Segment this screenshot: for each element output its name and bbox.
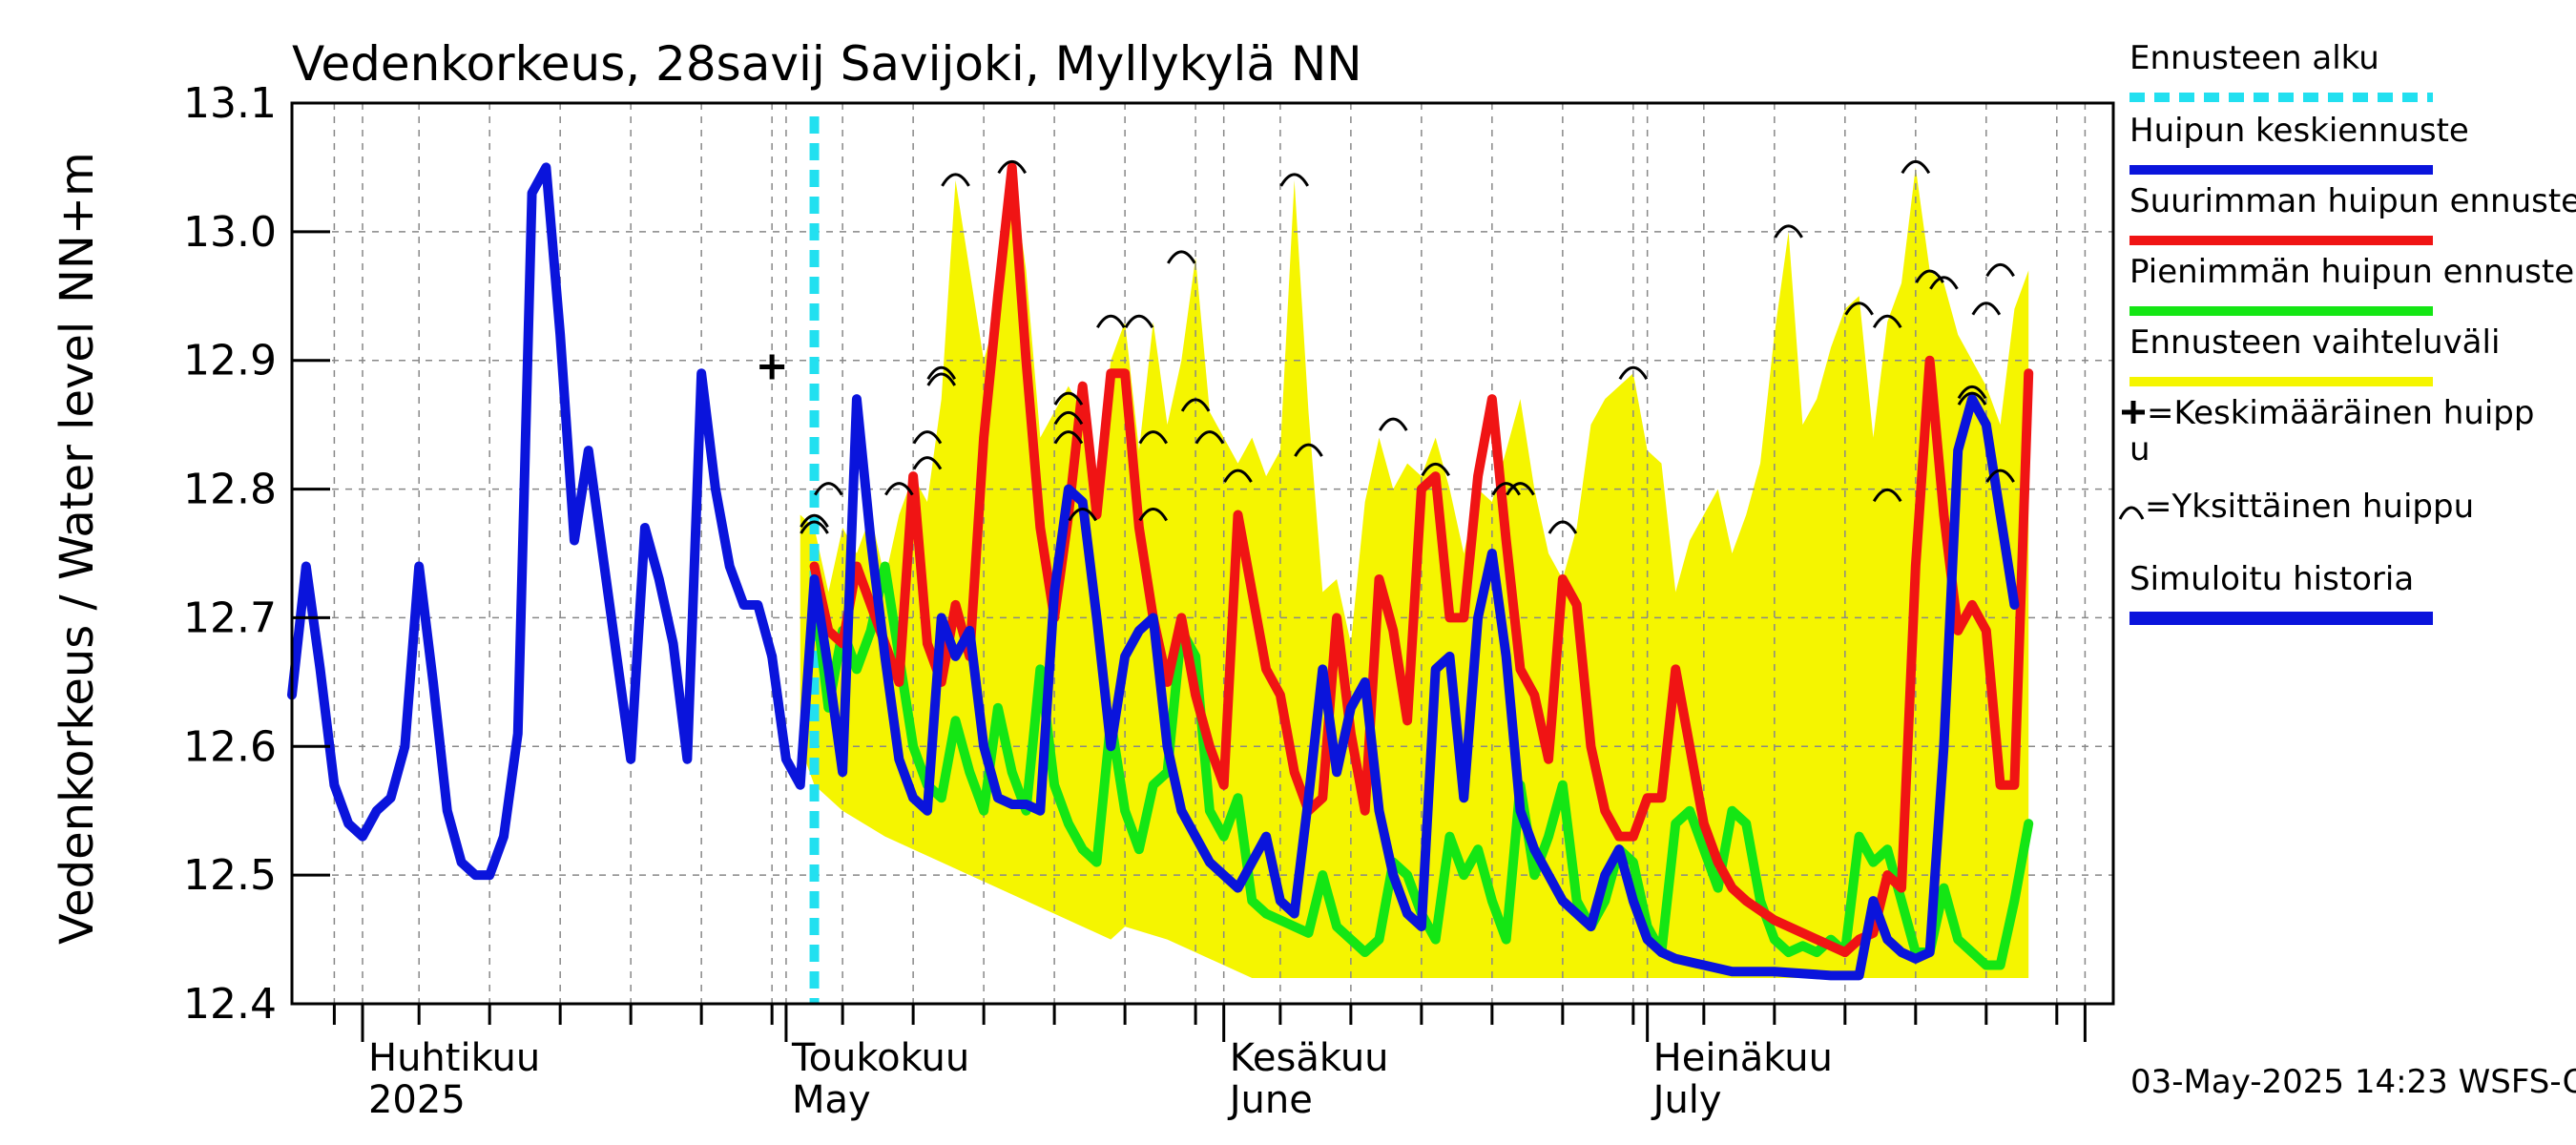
single-peak-marker xyxy=(1985,262,2015,278)
single-peak-marker xyxy=(912,456,943,470)
x-month-sublabel: June xyxy=(1227,1078,1313,1122)
y-axis-unit-label: NN+m xyxy=(51,152,104,303)
single-peak-marker xyxy=(1491,482,1521,496)
single-peak-marker xyxy=(926,372,957,386)
single-peak-marker xyxy=(1618,365,1649,380)
single-peak-marker xyxy=(1774,224,1803,239)
x-month-label: Huhtikuu xyxy=(368,1036,540,1080)
single-peak-marker xyxy=(1421,462,1450,477)
single-peak-marker xyxy=(1167,250,1196,264)
single-peak-marker xyxy=(1957,391,1987,406)
y-tick-label: 12.8 xyxy=(183,466,277,514)
single-peak-marker xyxy=(1957,385,1987,400)
legend-label: =Yksittäinen huippu xyxy=(2145,488,2474,526)
single-peak-marker xyxy=(814,482,843,496)
mean-peak-forecast-line xyxy=(767,394,2020,981)
single-peak-marker xyxy=(1068,508,1098,522)
y-tick-label: 12.7 xyxy=(183,593,277,642)
y-tick-label: 12.6 xyxy=(183,722,277,771)
single-peak-marker xyxy=(1548,520,1578,534)
mean-peak-marker xyxy=(759,354,785,380)
legend: Ennusteen alku Huipun keskiennuste Suurimm… xyxy=(2118,39,2576,625)
single-peak-marker xyxy=(1195,430,1225,445)
single-peak-marker xyxy=(1053,430,1084,445)
single-peak-marker xyxy=(1929,276,1959,290)
legend-plus-icon xyxy=(2122,401,2145,424)
single-peak-marker xyxy=(1053,410,1084,426)
legend-label: Ennusteen vaihteluväli xyxy=(2129,323,2500,362)
legend-label: Huipun keskiennuste xyxy=(2129,112,2469,150)
x-month-label: Kesäkuu xyxy=(1230,1036,1389,1080)
single-peak-marker xyxy=(1180,398,1211,412)
single-peak-marker xyxy=(884,482,914,496)
x-month-sublabel: 2025 xyxy=(368,1078,466,1122)
single-peak-marker xyxy=(1872,488,1902,503)
simulated-history-line xyxy=(287,162,778,881)
legend-label: Ennusteen alku xyxy=(2129,39,2379,77)
timestamp-label: 03-May-2025 14:23 WSFS-O xyxy=(2130,1063,2576,1101)
y-tick-label: 12.5 xyxy=(183,851,277,900)
x-month-label: Heinäkuu xyxy=(1653,1036,1833,1080)
legend-label: Pienimmän huipun ennuste xyxy=(2129,253,2574,291)
single-peak-marker xyxy=(1378,417,1408,431)
legend-label: =Keskimääräinen huipp xyxy=(2147,394,2534,432)
single-peak-marker xyxy=(1138,508,1169,522)
legend-label-continuation: u xyxy=(2129,430,2150,468)
plot-frame xyxy=(290,101,2115,1006)
legend-label: Simuloitu historia xyxy=(2129,560,2414,598)
single-peak-marker xyxy=(1223,468,1253,483)
max-peak-forecast-line xyxy=(809,162,2034,958)
series-lines xyxy=(287,116,2034,1004)
single-peak-marker xyxy=(1124,314,1154,329)
y-tick-label: 13.0 xyxy=(183,208,277,257)
single-peak-marker xyxy=(1138,430,1169,445)
single-peak-marker xyxy=(1901,159,1931,175)
single-peak-marker xyxy=(1506,482,1535,496)
legend-label: Suurimman huipun ennuste xyxy=(2129,182,2576,220)
y-tick-label: 12.9 xyxy=(183,337,277,385)
single-peak-marker xyxy=(1971,302,2002,316)
single-peak-marker xyxy=(800,513,829,529)
grid-lines xyxy=(292,102,2113,1005)
single-peak-marker xyxy=(1872,314,1902,329)
y-tick-label: 12.4 xyxy=(183,980,277,1029)
chart-title: Vedenkorkeus, 28savij Savijoki, Myllykyl… xyxy=(292,36,1362,92)
single-peak-marker xyxy=(1294,443,1323,457)
single-peak-marker xyxy=(997,159,1028,175)
single-peak-marker xyxy=(1096,314,1126,329)
x-month-sublabel: July xyxy=(1651,1078,1722,1122)
legend-arc-icon xyxy=(2118,506,2145,520)
single-peak-marker xyxy=(800,520,829,534)
single-peak-marker xyxy=(941,173,970,187)
y-tick-label: 13.1 xyxy=(183,79,277,128)
single-peak-marker xyxy=(926,365,957,380)
x-month-label: Toukokuu xyxy=(791,1036,969,1080)
single-peak-marker xyxy=(1985,468,2015,483)
single-peak-marker xyxy=(1844,302,1874,316)
single-peak-marker xyxy=(912,430,943,445)
axes: 12.4 12.5 12.6 12.7 12.8 12.9 13.0 13.1 Huhtikuu… xyxy=(183,79,2087,1122)
single-peak-marker xyxy=(1053,391,1084,406)
y-axis-label: Vedenkorkeus / Water level xyxy=(51,322,104,945)
single-peak-marker xyxy=(1279,173,1309,187)
x-month-sublabel: May xyxy=(792,1078,871,1122)
peak-markers xyxy=(759,159,2015,534)
